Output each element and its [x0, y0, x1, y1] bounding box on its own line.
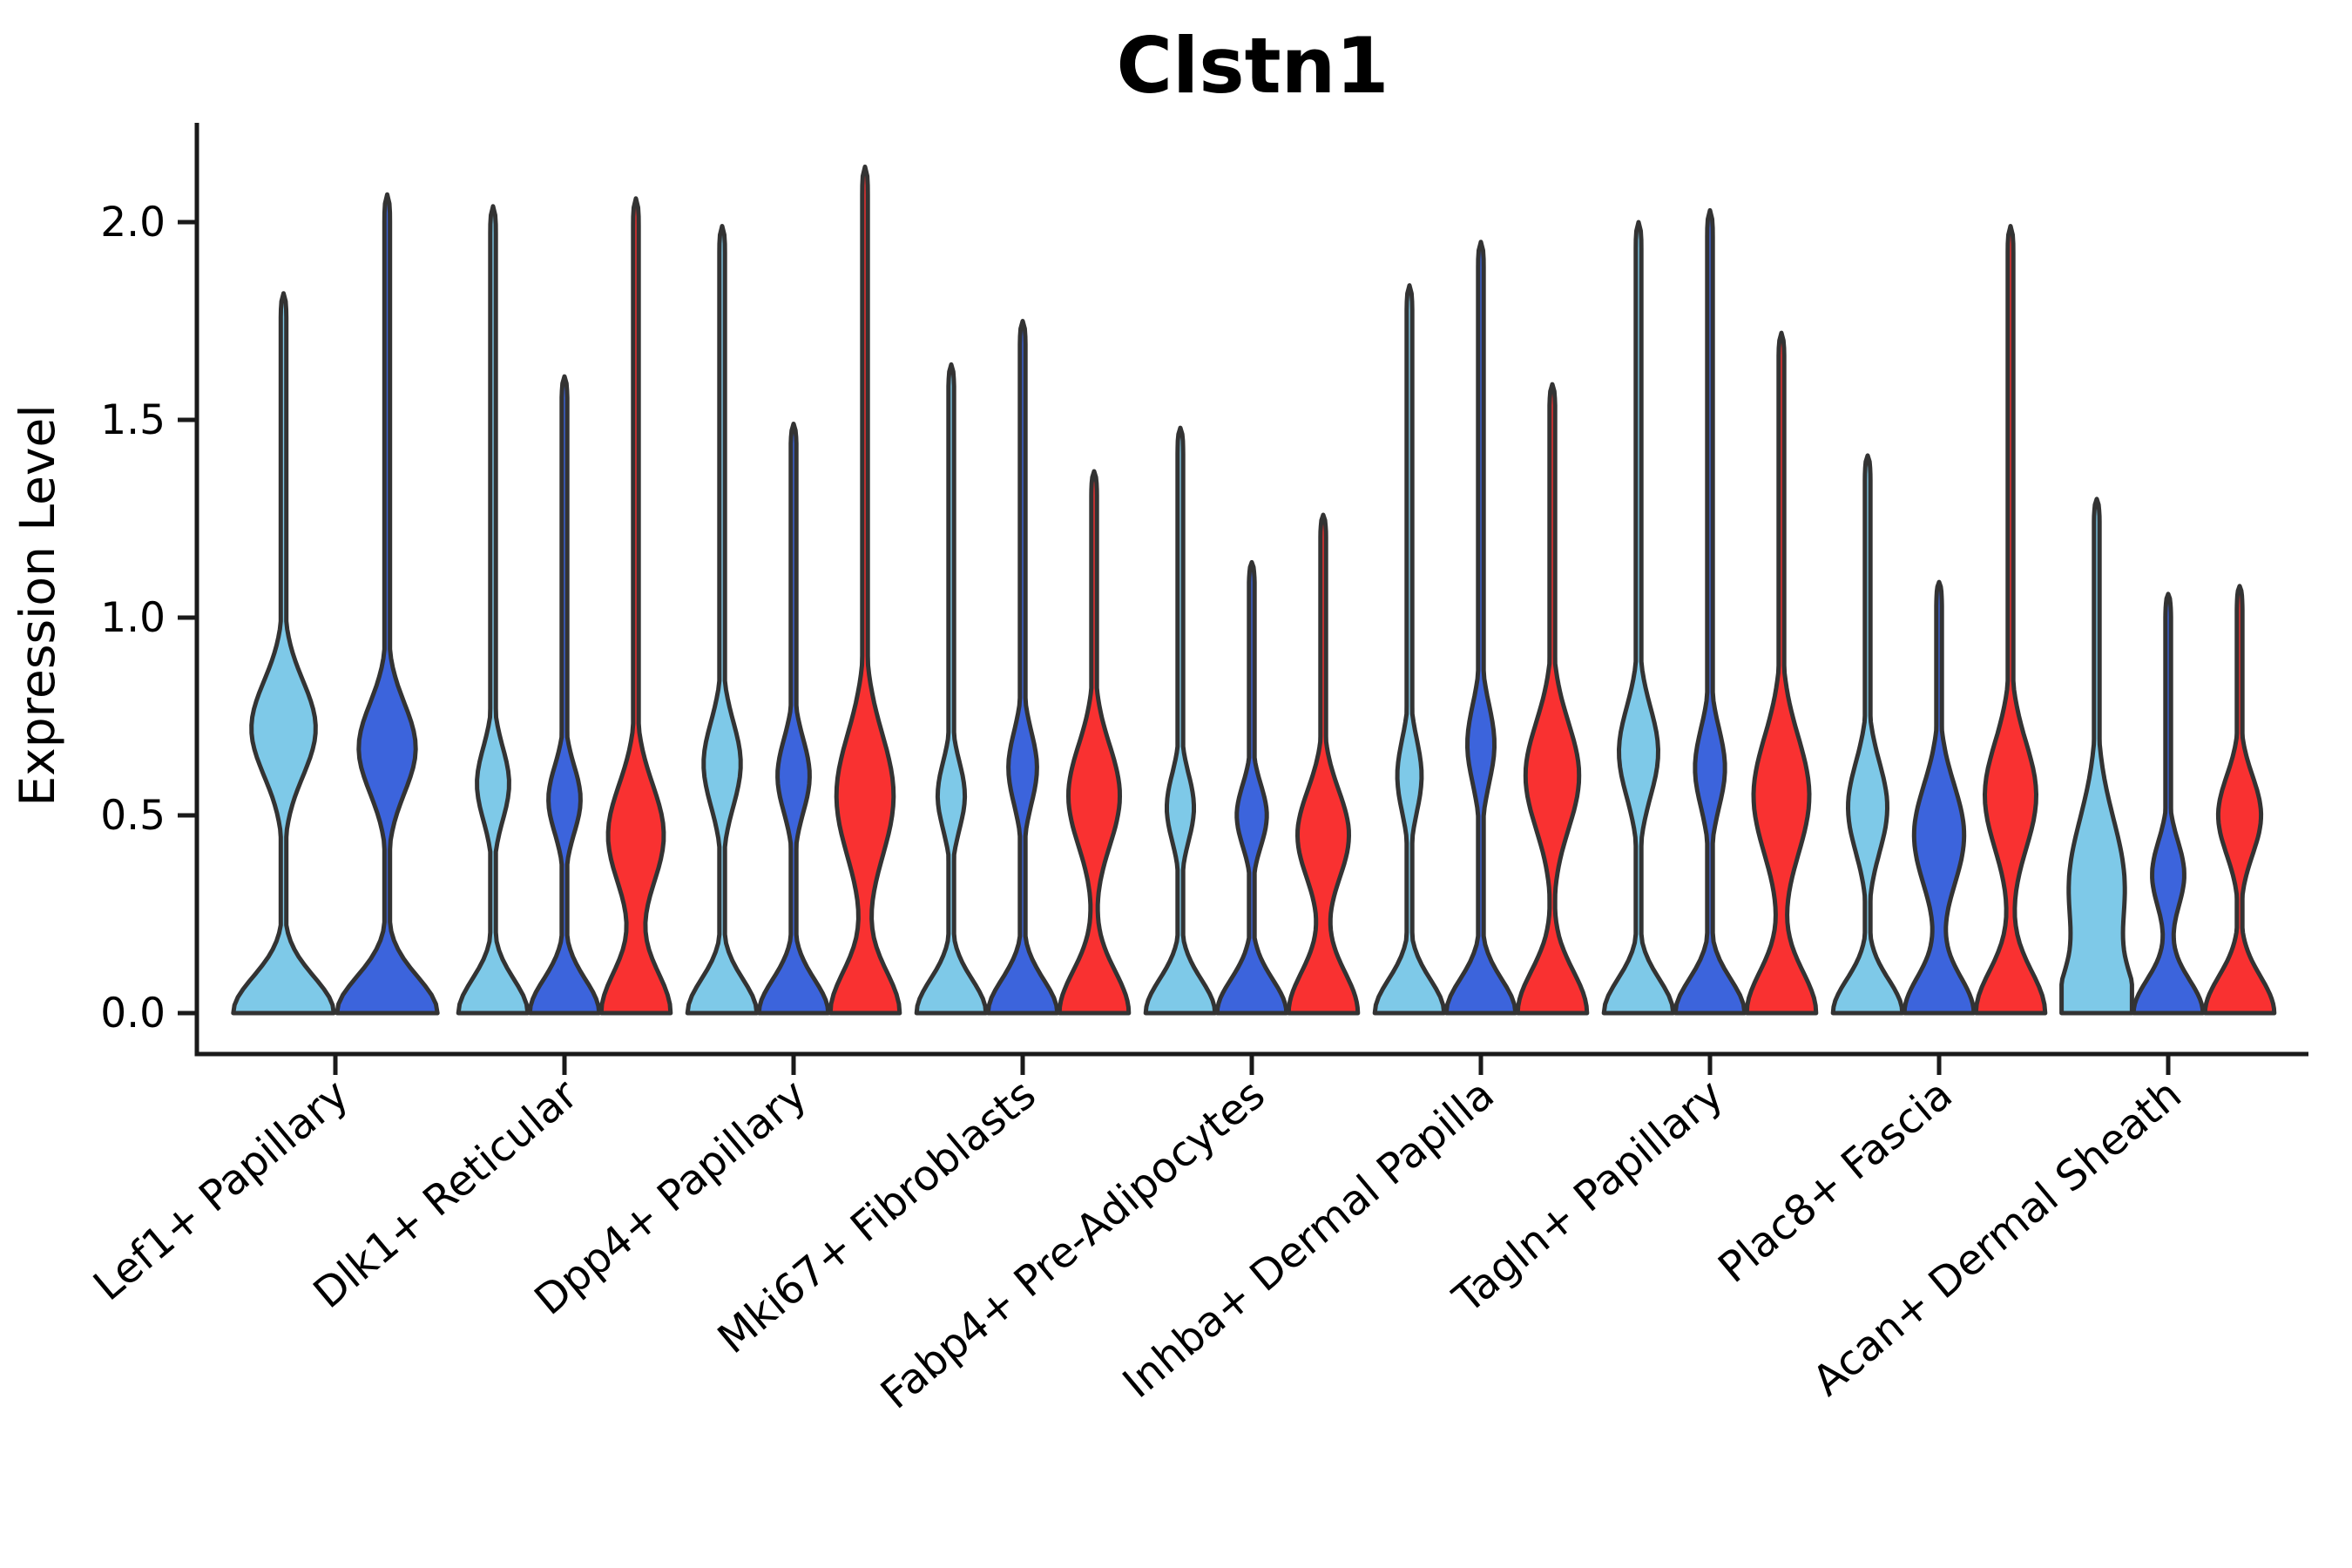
violin-3-sky-blue-condition [685, 224, 760, 1016]
violin-9-royal-blue-condition [2131, 591, 2206, 1016]
violin-7-red-condition [1744, 330, 1819, 1016]
x-tick-label-5: Fabp4+ Pre-Adipocytes [872, 1070, 1274, 1418]
x-tick-label-6: Inhba+ Dermal Papilla [1114, 1070, 1504, 1408]
violin-5-royal-blue-condition [1214, 559, 1289, 1016]
violin-2-sky-blue-condition [456, 204, 531, 1016]
violin-6-royal-blue-condition [1443, 240, 1518, 1016]
violin-8-sky-blue-condition [1830, 453, 1905, 1016]
violin-9-red-condition [2202, 584, 2277, 1016]
violin-7-sky-blue-condition [1601, 220, 1676, 1016]
violin-9-sky-blue-condition [2059, 497, 2134, 1016]
y-tick-label-0.5: 0.5 [100, 792, 166, 840]
x-tick-label-8: Plac8+ Fascia [1709, 1070, 1961, 1293]
y-tick-label-0.0: 0.0 [100, 990, 166, 1037]
violin-2-royal-blue-condition [527, 374, 602, 1016]
y-tick-label-2.0: 2.0 [100, 199, 166, 247]
violins-layer [231, 164, 2277, 1016]
violin-3-royal-blue-condition [756, 422, 831, 1016]
violin-4-royal-blue-condition [985, 319, 1060, 1016]
violin-7-royal-blue-condition [1673, 207, 1747, 1016]
y-axis-label: Expression Level [10, 404, 65, 806]
violin-5-sky-blue-condition [1143, 425, 1218, 1016]
y-tick-label-1.0: 1.0 [100, 594, 166, 642]
violin-3-red-condition [828, 164, 902, 1016]
violin-8-red-condition [1973, 224, 2048, 1016]
violin-6-sky-blue-condition [1372, 283, 1447, 1016]
violin-2-red-condition [598, 196, 673, 1016]
violin-4-sky-blue-condition [914, 362, 989, 1016]
violin-5-red-condition [1286, 512, 1361, 1016]
x-tick-label-9: Acan+ Dermal Sheath [1803, 1070, 2190, 1405]
y-tick-label-1.5: 1.5 [100, 396, 166, 444]
violin-1-royal-blue-condition [335, 192, 440, 1016]
violin-8-royal-blue-condition [1902, 579, 1977, 1016]
violin-4-red-condition [1057, 469, 1132, 1016]
violin-1-sky-blue-condition [231, 291, 336, 1016]
axes-layer [178, 123, 2308, 1075]
violin-6-red-condition [1515, 382, 1590, 1016]
chart-title: Clstn1 [1116, 21, 1389, 111]
